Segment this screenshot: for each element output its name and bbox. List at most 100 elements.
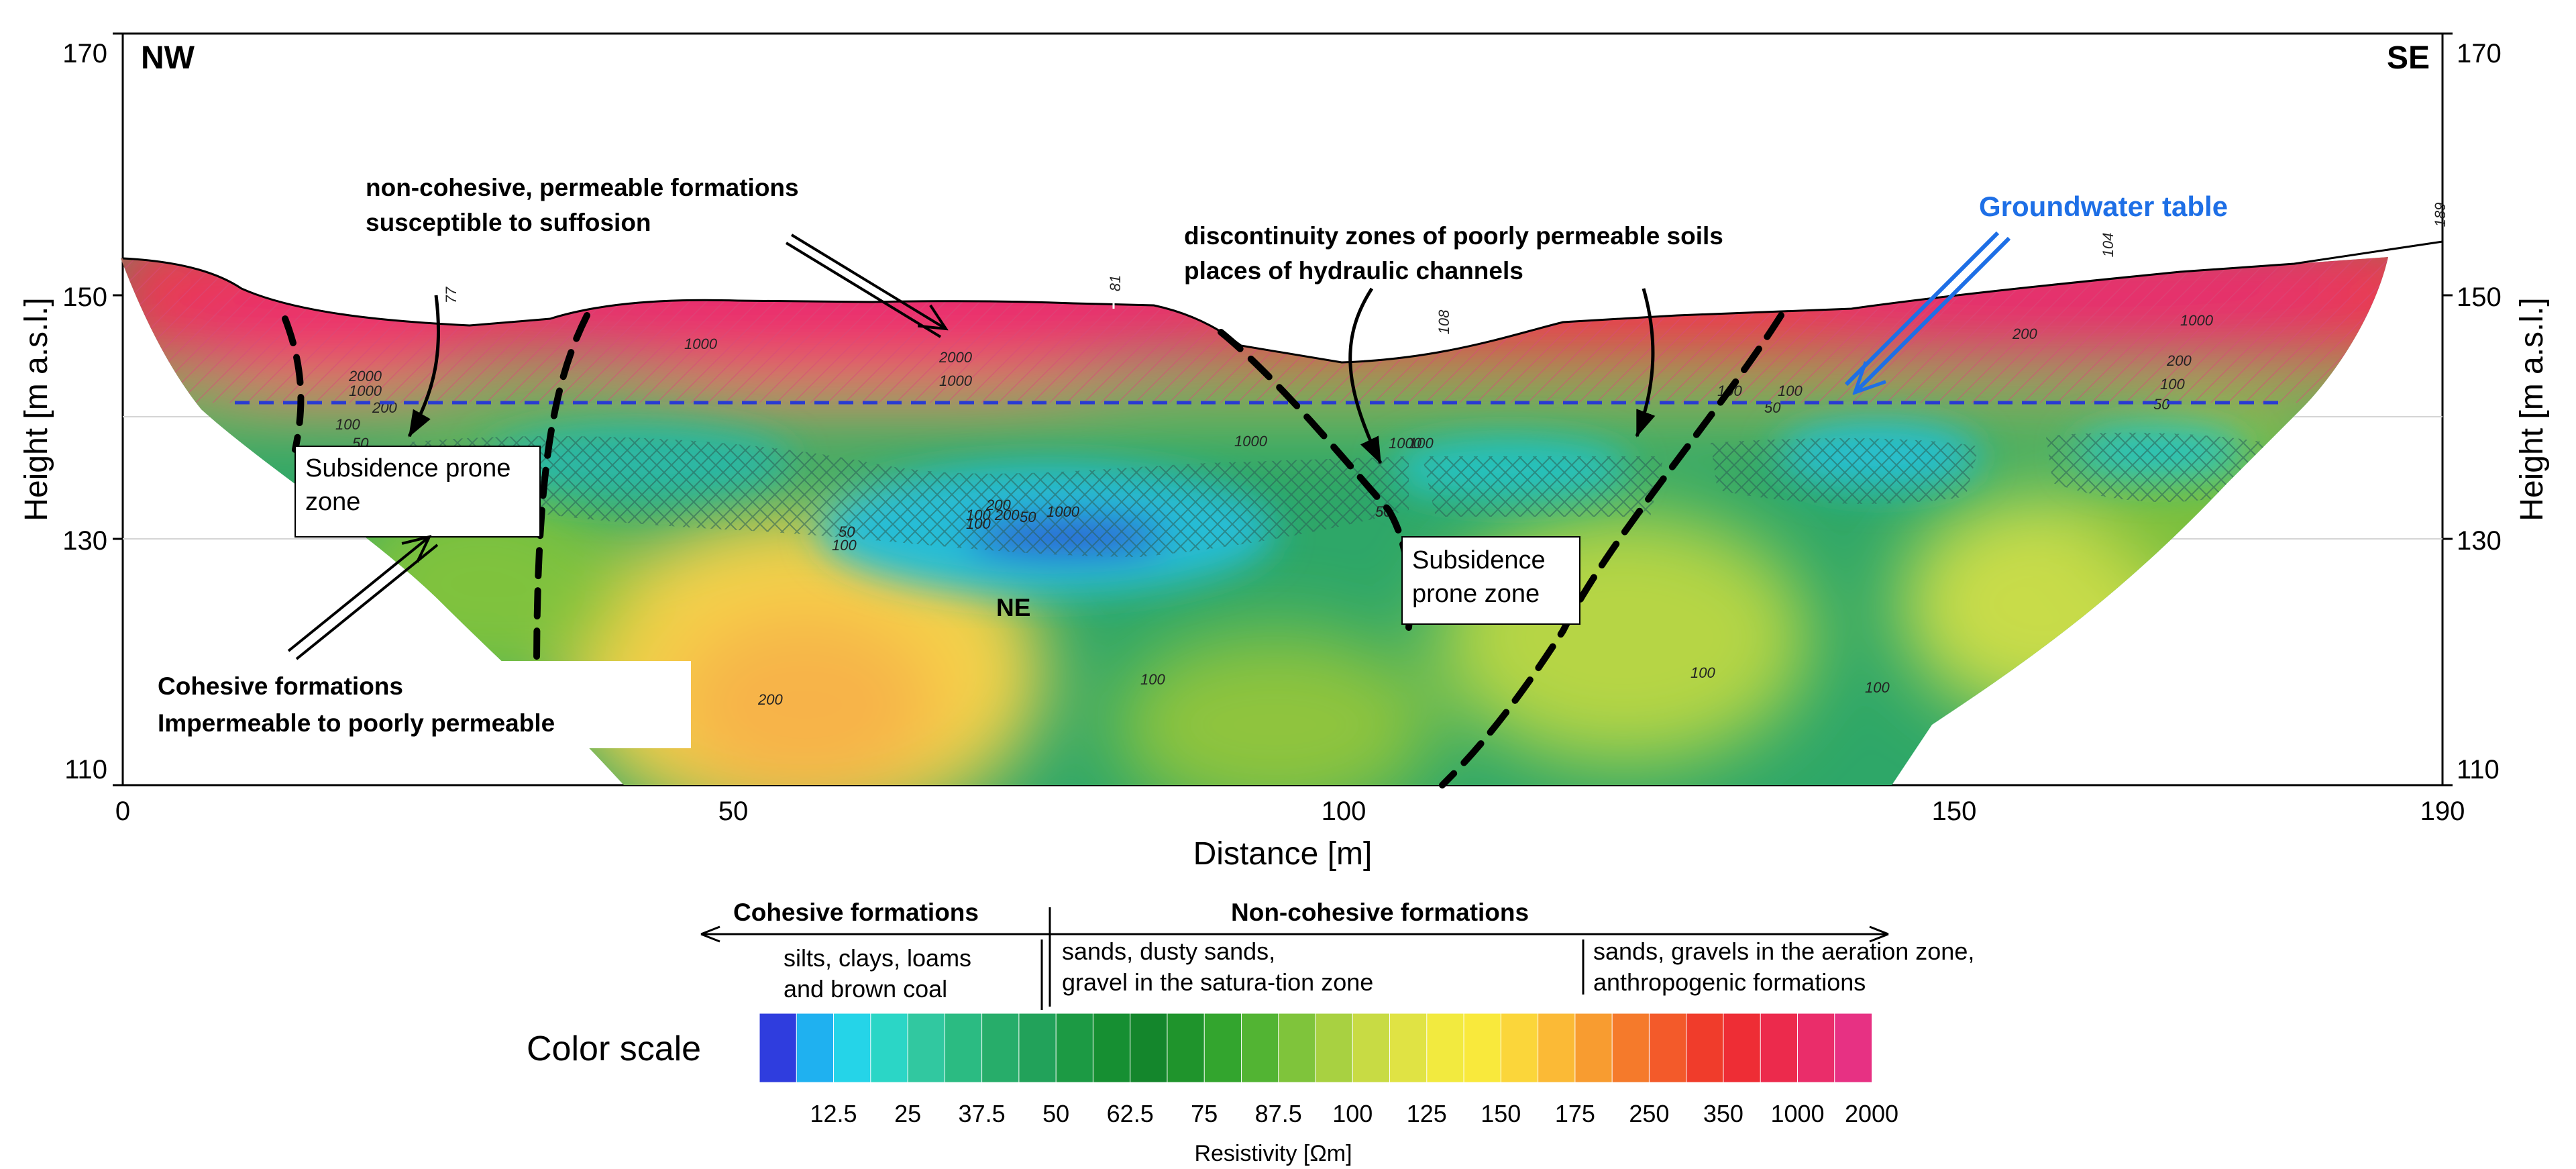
color-swatch <box>1574 1013 1613 1083</box>
y-axis-label-left: Height [m a.s.l.] <box>19 297 54 521</box>
color-scale-tick: 350 <box>1703 1100 1743 1127</box>
contour-label: 1000 <box>2180 312 2214 329</box>
color-scale-tick: 125 <box>1407 1100 1447 1127</box>
box-text: prone zone <box>1412 580 1540 608</box>
color-swatch <box>1092 1013 1131 1083</box>
legend-group-text: anthropogenic formations <box>1593 968 1866 996</box>
y-tick-right: 150 <box>2457 283 2502 312</box>
color-swatch <box>1500 1013 1539 1083</box>
annotation-text: Impermeable to poorly permeable <box>158 709 555 737</box>
x-tick: 0 <box>115 797 130 826</box>
y-tick-right: 110 <box>2457 755 2500 784</box>
contour-label: 100 <box>1140 671 1165 688</box>
color-swatch <box>1055 1013 1094 1083</box>
groundwater-label: Groundwater table <box>1979 191 2228 222</box>
color-scale-tick: 75 <box>1191 1100 1218 1127</box>
y-axis-right: 170 150 130 110 Height [m a.s.l.] <box>2443 32 2550 786</box>
color-swatch <box>1203 1013 1242 1083</box>
color-scale-tick: 25 <box>894 1100 921 1127</box>
y-tick-left: 170 <box>62 39 107 68</box>
color-swatch <box>1167 1013 1205 1083</box>
contour-label: 1000 <box>684 336 718 352</box>
contour-label: 2000 <box>938 349 973 366</box>
color-swatch <box>1723 1013 1762 1083</box>
color-swatch <box>1648 1013 1687 1083</box>
color-swatch <box>833 1013 871 1083</box>
subsidence-zone-box-left: Subsidence prone zone <box>294 446 541 538</box>
color-scale-tick: 62.5 <box>1107 1100 1154 1127</box>
contour-label: 100 <box>1778 383 1803 399</box>
color-swatch <box>1834 1013 1873 1083</box>
topography-line <box>122 240 2443 364</box>
contour-label: 2000 <box>348 368 382 385</box>
contour-label: 1000 <box>1046 503 1080 520</box>
color-scale-tick: 87.5 <box>1255 1100 1302 1127</box>
color-scale-swatches <box>759 1013 1873 1083</box>
contour-label: 100 200 <box>966 507 1020 523</box>
color-swatch <box>1611 1013 1650 1083</box>
borehole-label: 108 <box>1436 309 1452 334</box>
color-swatch <box>1463 1013 1502 1083</box>
y-axis-label-right: Height [m a.s.l.] <box>2514 297 2550 521</box>
color-swatch <box>907 1013 946 1083</box>
contour-label: 50 <box>1020 509 1036 525</box>
legend: Cohesive formations Non-cohesive formati… <box>527 899 1974 1166</box>
box-text: Subsidence prone <box>305 454 511 482</box>
color-swatch <box>1315 1013 1354 1083</box>
color-scale-ticks: 12.5 25 37.5 50 62.5 75 87.5 100 125 150 175 250 350… <box>810 1100 1898 1127</box>
y-tick-left: 130 <box>62 526 107 556</box>
contour-label: 100 <box>2160 376 2185 393</box>
borehole-label: 77 <box>443 287 460 303</box>
color-swatch <box>1352 1013 1391 1083</box>
subsidence-zone-box-middle: Subsidence prone zone <box>1401 536 1580 625</box>
color-swatch <box>1389 1013 1428 1083</box>
color-swatch <box>1760 1013 1799 1083</box>
contour-label: 100 <box>832 537 857 554</box>
x-axis: 0 50 100 150 190 Distance [m] <box>115 797 2465 872</box>
color-swatch <box>759 1013 798 1083</box>
contour-label: 200 <box>757 691 783 708</box>
contour-label: 200 <box>985 497 1011 513</box>
contour-label: 1000 <box>1234 433 1268 450</box>
color-scale-tick: 50 <box>1042 1100 1069 1127</box>
x-tick: 100 <box>1322 797 1366 826</box>
color-scale-tick: 2000 <box>1845 1100 1898 1127</box>
color-scale-tick: 250 <box>1629 1100 1669 1127</box>
color-swatch <box>1686 1013 1725 1083</box>
color-swatch <box>981 1013 1020 1083</box>
color-scale-tick: 100 <box>1332 1100 1373 1127</box>
legend-group-text: sands, dusty sands, <box>1062 937 1275 965</box>
annotation-text: non-cohesive, permeable formations <box>366 174 799 201</box>
borehole-markers: 77 81 108 104 189 <box>443 195 2449 348</box>
contour-label: 50 <box>839 523 855 540</box>
cohesive-formations-box: Cohesive formations Impermeable to poorl… <box>131 537 691 748</box>
color-scale-tick: 1000 <box>1770 1100 1824 1127</box>
legend-group-text: silts, clays, loams <box>784 944 971 972</box>
annotation-text: Cohesive formations <box>158 672 403 700</box>
color-swatch <box>1240 1013 1279 1083</box>
annotation-text: susceptible to suffosion <box>366 209 651 236</box>
legend-header-noncohesive: Non-cohesive formations <box>1231 899 1529 926</box>
borehole-marker: 108 <box>1436 302 1452 348</box>
y-tick-left: 110 <box>64 755 107 784</box>
borehole-marker: 189 <box>2432 195 2449 240</box>
annotation-groundwater: Groundwater table <box>1844 191 2228 393</box>
color-swatch <box>1426 1013 1465 1083</box>
contour-label: 100 <box>335 416 360 433</box>
contour-label: 200 <box>2166 352 2192 369</box>
annotation-text: places of hydraulic channels <box>1184 257 1523 285</box>
borehole-label: 81 <box>1107 275 1124 291</box>
annotation-text: discontinuity zones of poorly permeable … <box>1184 222 1723 250</box>
ne-label: NE <box>996 594 1030 621</box>
y-tick-right: 130 <box>2457 526 2502 556</box>
color-scale-tick: 150 <box>1481 1100 1521 1127</box>
color-swatch <box>1130 1013 1169 1083</box>
x-axis-label: Distance [m] <box>1193 836 1373 872</box>
color-scale-tick: 12.5 <box>810 1100 857 1127</box>
color-scale-unit: Resistivity [Ωm] <box>1194 1141 1352 1166</box>
color-scale-tick: 175 <box>1555 1100 1595 1127</box>
color-swatch <box>1538 1013 1576 1083</box>
color-swatch <box>1278 1013 1317 1083</box>
